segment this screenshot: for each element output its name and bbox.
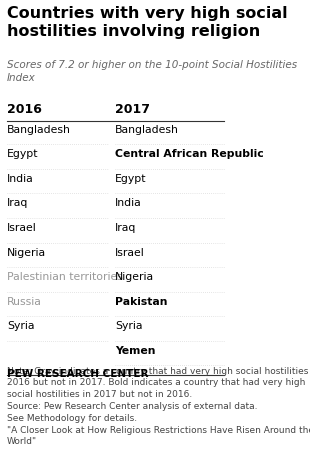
Text: Central African Republic: Central African Republic — [115, 150, 264, 159]
Text: 2017: 2017 — [115, 103, 150, 116]
Text: 2016: 2016 — [7, 103, 42, 116]
Text: Note: Gray indicates a country that had very high social hostilities in
2016 but: Note: Gray indicates a country that had … — [7, 366, 310, 446]
Text: Russia: Russia — [7, 297, 42, 307]
Text: Bangladesh: Bangladesh — [115, 125, 179, 135]
Text: Egypt: Egypt — [7, 150, 38, 159]
Text: India: India — [115, 198, 142, 208]
Text: Israel: Israel — [7, 223, 37, 233]
Text: Yemen: Yemen — [115, 346, 156, 356]
Text: Syria: Syria — [115, 321, 143, 331]
Text: Pakistan: Pakistan — [115, 297, 168, 307]
Text: Nigeria: Nigeria — [7, 247, 46, 258]
Text: India: India — [7, 174, 34, 184]
Text: Bangladesh: Bangladesh — [7, 125, 71, 135]
Text: Iraq: Iraq — [7, 198, 28, 208]
Text: Countries with very high social
hostilities involving religion: Countries with very high social hostilit… — [7, 6, 288, 40]
Text: Israel: Israel — [115, 247, 145, 258]
Text: Iraq: Iraq — [115, 223, 137, 233]
Text: Nigeria: Nigeria — [115, 272, 154, 282]
Text: PEW RESEARCH CENTER: PEW RESEARCH CENTER — [7, 369, 148, 379]
Text: Palestinian territories: Palestinian territories — [7, 272, 123, 282]
Text: Scores of 7.2 or higher on the 10-point Social Hostilities
Index: Scores of 7.2 or higher on the 10-point … — [7, 61, 297, 83]
Text: Egypt: Egypt — [115, 174, 147, 184]
Text: Syria: Syria — [7, 321, 34, 331]
